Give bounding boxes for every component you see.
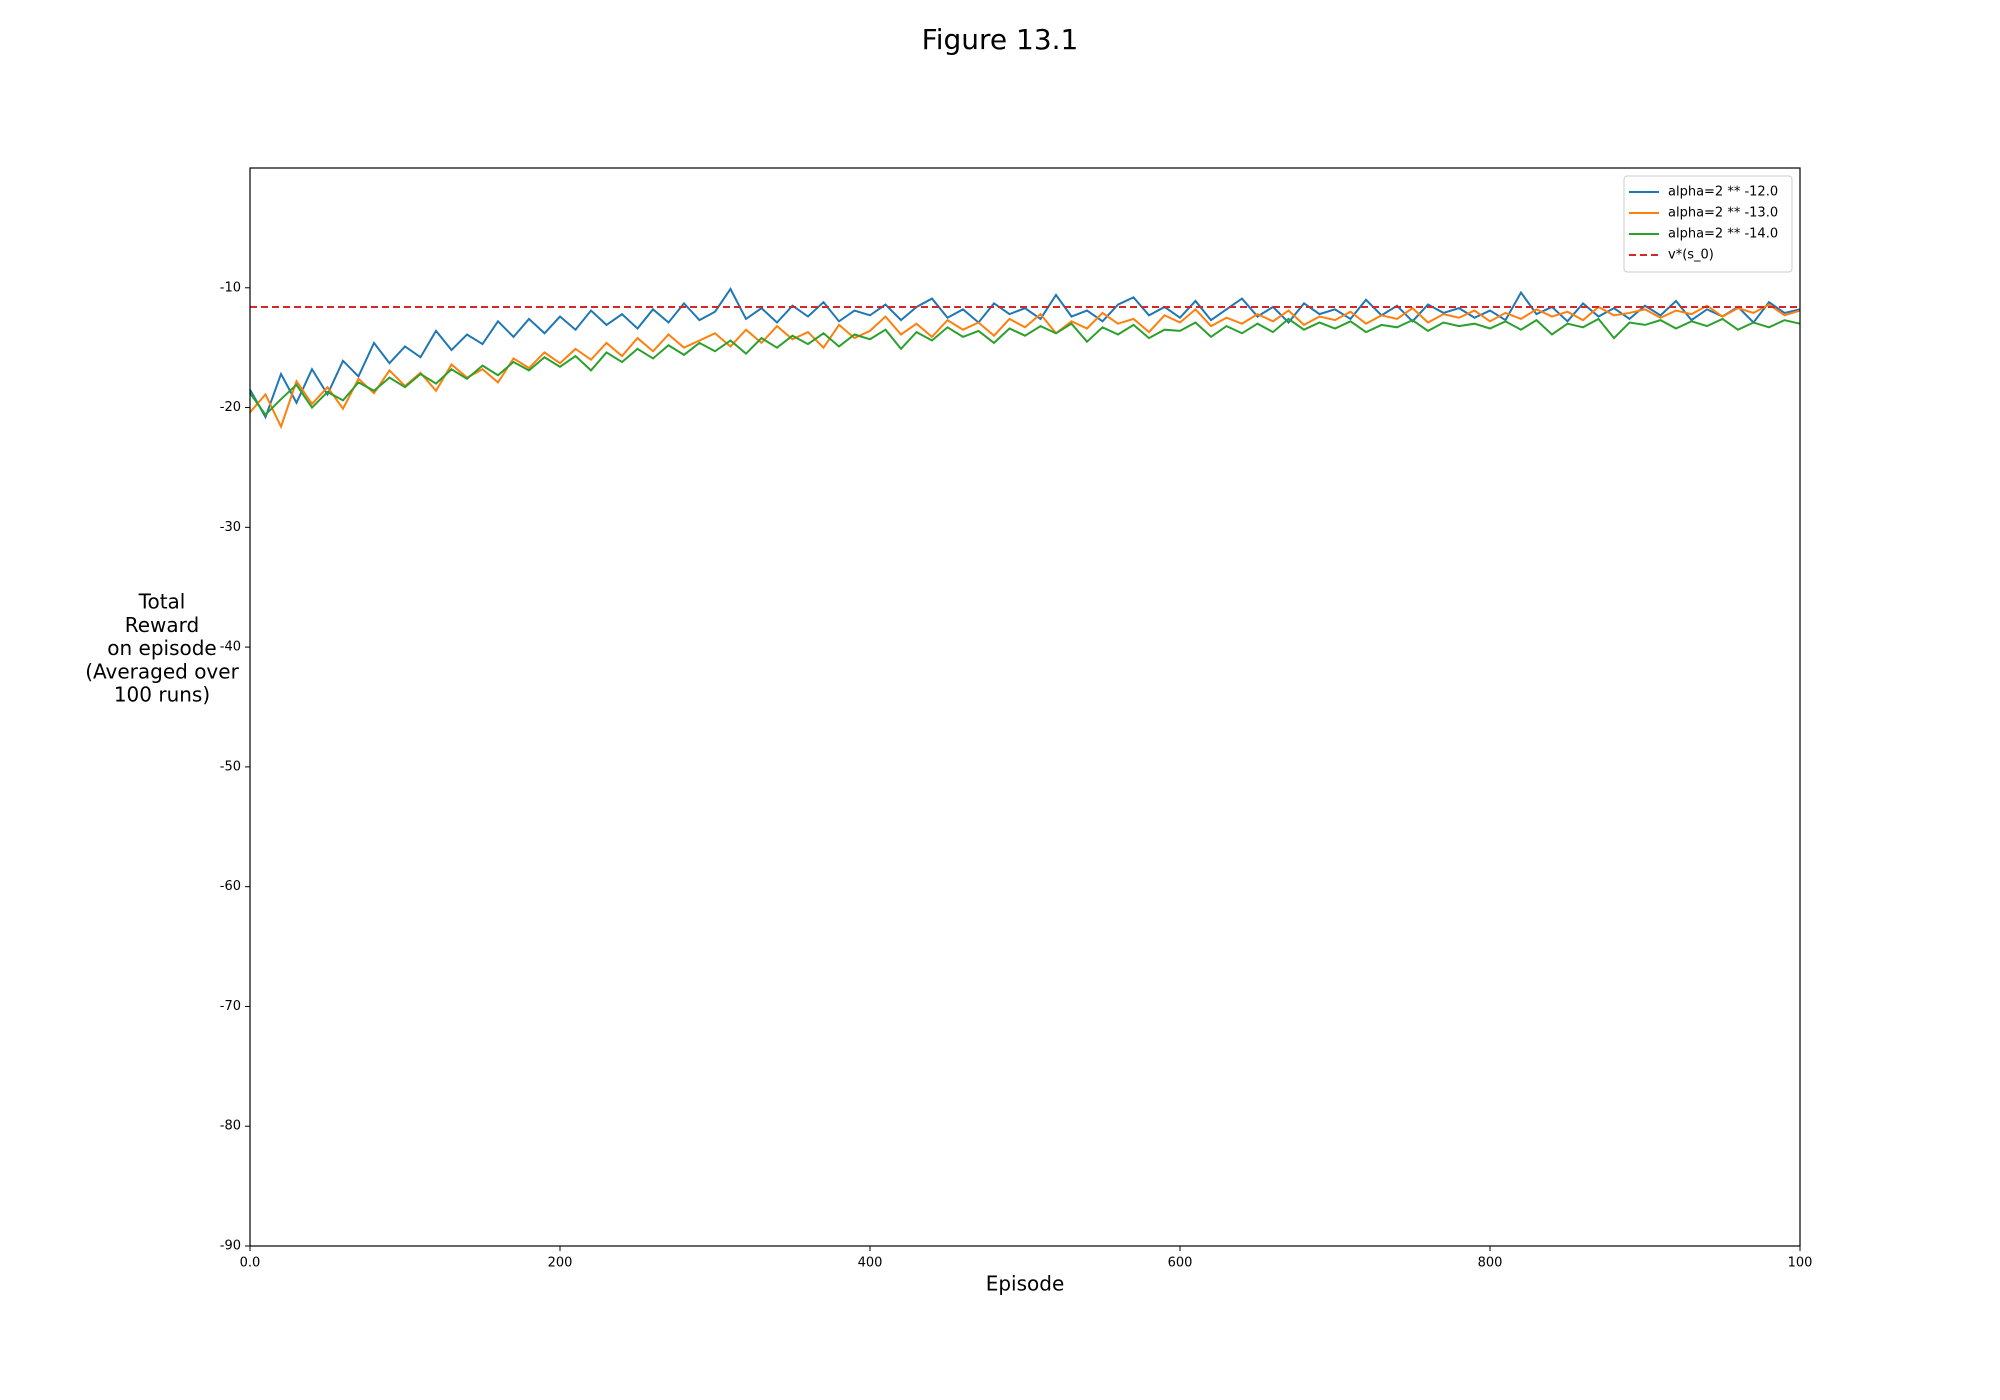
- x-tick-label: 400: [858, 1256, 883, 1271]
- y-tick-label: -20: [220, 400, 241, 415]
- y-tick-label: -50: [220, 759, 241, 774]
- y-axis-label: Total: [138, 590, 186, 614]
- x-tick-label: 800: [1478, 1256, 1503, 1271]
- legend-box: [1623, 175, 1793, 273]
- legend-label: alpha=2 ** -13.0: [1668, 206, 1778, 221]
- x-axis-label: Episode: [986, 1272, 1065, 1296]
- y-tick-label: -70: [220, 999, 241, 1014]
- series-line: [249, 287, 1801, 420]
- y-tick-label: -90: [220, 1239, 241, 1254]
- y-axis-label: on episode: [107, 636, 216, 660]
- x-tick-label: 0.0: [240, 1256, 261, 1271]
- y-axis-label: Reward: [125, 613, 199, 637]
- y-tick-label: -60: [220, 879, 241, 894]
- plot-frame: [249, 167, 1801, 1247]
- x-tick-label: 200: [548, 1256, 573, 1271]
- chart-title: Figure 13.1: [922, 23, 1079, 56]
- y-tick-label: -80: [220, 1119, 241, 1134]
- y-axis-label: 100 runs): [114, 683, 210, 707]
- x-tick-label: 100: [1788, 1256, 1813, 1271]
- y-axis-label: (Averaged over: [85, 659, 239, 683]
- y-tick-label: -10: [220, 280, 241, 295]
- series-line: [249, 317, 1801, 417]
- legend-label: alpha=2 ** -12.0: [1668, 185, 1778, 200]
- y-tick-label: -30: [220, 520, 241, 535]
- legend-label: alpha=2 ** -14.0: [1668, 227, 1778, 242]
- legend-label: v*(s_0): [1668, 248, 1714, 263]
- y-tick-label: -40: [220, 640, 241, 655]
- x-tick-label: 600: [1168, 1256, 1193, 1271]
- legend: alpha=2 ** -12.0 alpha=2 ** -13.0 alpha=2 …: [1623, 175, 1793, 273]
